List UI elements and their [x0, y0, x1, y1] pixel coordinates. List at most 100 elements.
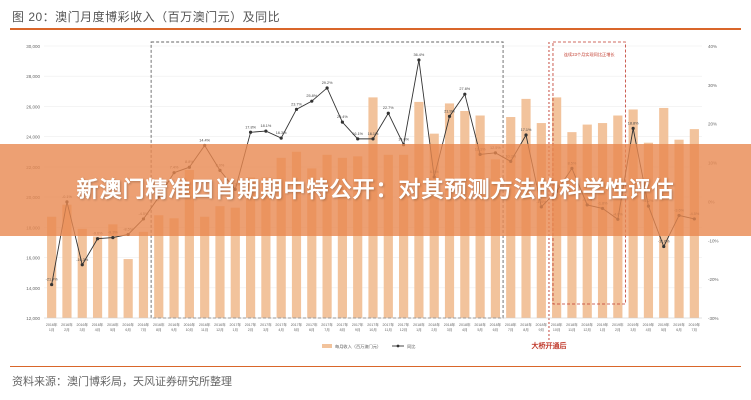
x-tick-month-label: 1月	[49, 327, 55, 332]
x-tick-year-label: 2019年	[643, 322, 655, 327]
revenue-bar	[200, 216, 210, 318]
source-note: 资料来源：澳门博彩局，天风证券研究所整理	[12, 376, 232, 388]
x-tick-year-label: 2017年	[398, 322, 410, 327]
x-tick-month-label: 4月	[95, 327, 101, 332]
x-tick-year-label: 2018年	[444, 322, 456, 327]
x-tick-month-label: 12月	[216, 327, 224, 332]
legend-label-revenue: 每月收入（百万澳门元）	[335, 343, 381, 350]
x-tick-year-label: 2019年	[673, 322, 685, 327]
axes: 12,00014,00016,00018,00020,00022,00024,0…	[26, 44, 718, 332]
y-right-tick-label: 20%	[708, 122, 717, 127]
revenue-bar	[123, 259, 133, 318]
x-tick-year-label: 2017年	[321, 322, 333, 327]
x-tick-month-label: 6月	[125, 327, 131, 332]
yoy-point	[264, 129, 268, 133]
x-tick-year-label: 2017年	[229, 322, 241, 327]
x-tick-month-label: 12月	[583, 327, 591, 332]
x-tick-year-label: 2018年	[520, 322, 532, 327]
revenue-bar	[307, 168, 317, 318]
headline-text: 新澳门精准四肖期期中特公开：对其预测方法的科学性评估	[76, 177, 675, 202]
x-tick-month-label: 2月	[248, 327, 254, 332]
y-right-tick-label: -20%	[708, 277, 719, 282]
legend: 每月收入（百万澳门元） 同比	[322, 343, 415, 350]
x-tick-year-label: 2017年	[275, 322, 287, 327]
y-left-tick-label: 28,000	[26, 74, 40, 79]
x-tick-month-label: 6月	[676, 327, 682, 332]
x-tick-year-label: 2018年	[413, 322, 425, 327]
x-tick-month-label: 4月	[646, 327, 652, 332]
x-tick-month-label: 9月	[171, 327, 177, 332]
x-tick-year-label: 2017年	[245, 322, 257, 327]
x-tick-year-label: 2019年	[627, 322, 639, 327]
x-tick-year-label: 2018年	[459, 322, 471, 327]
yoy-data-label: 18.8%	[628, 121, 639, 125]
x-tick-month-label: 3月	[263, 327, 269, 332]
x-tick-month-label: 3月	[447, 327, 453, 332]
yoy-data-label: -16.3%	[76, 258, 89, 262]
x-tick-month-label: 8月	[523, 327, 529, 332]
yoy-data-label: 22.7%	[383, 106, 394, 110]
x-tick-year-label: 2016年	[214, 322, 226, 327]
revenue-bar	[47, 216, 57, 318]
x-tick-month-label: 2月	[431, 327, 437, 332]
x-tick-month-label: 7月	[141, 327, 147, 332]
x-tick-month-label: 1月	[600, 327, 606, 332]
x-tick-year-label: 2018年	[581, 322, 593, 327]
x-tick-year-label: 2019年	[689, 322, 701, 327]
x-tick-month-label: 5月	[110, 327, 116, 332]
legend-label-yoy: 同比	[407, 343, 415, 350]
y-right-tick-label: -30%	[708, 316, 719, 321]
revenue-bar	[245, 177, 256, 318]
x-tick-month-label: 10月	[369, 327, 377, 332]
x-tick-year-label: 2016年	[107, 322, 119, 327]
x-tick-year-label: 2016年	[138, 322, 150, 327]
revenue-bar	[77, 228, 87, 318]
x-tick-month-label: 11月	[568, 327, 575, 332]
x-tick-month-label: 11月	[385, 327, 392, 332]
event-label: 大桥开通后	[531, 341, 566, 350]
yoy-point	[524, 133, 528, 137]
yoy-data-label: -21.4%	[46, 278, 59, 282]
yoy-point	[95, 237, 100, 241]
x-tick-month-label: 5月	[661, 327, 667, 332]
x-tick-year-label: 2018年	[551, 322, 563, 327]
x-tick-month-label: 8月	[156, 327, 162, 332]
revenue-bar	[215, 206, 225, 318]
revenue-bar	[276, 157, 286, 318]
x-tick-year-label: 2016年	[122, 322, 134, 327]
y-left-tick-label: 26,000	[26, 104, 40, 109]
x-tick-year-label: 2016年	[184, 322, 196, 327]
yoy-point	[310, 99, 314, 103]
yoy-data-label: 17.8%	[245, 125, 256, 129]
revenue-bar	[169, 218, 179, 318]
x-tick-year-label: 2017年	[367, 322, 379, 327]
x-tick-year-label: 2017年	[352, 322, 364, 327]
y-left-tick-label: 12,000	[26, 316, 40, 321]
yoy-point	[294, 107, 299, 111]
x-tick-year-label: 2019年	[612, 322, 624, 327]
yoy-point	[417, 58, 421, 62]
revenue-bar	[184, 169, 194, 318]
yoy-data-label: 23.7%	[291, 102, 302, 106]
x-tick-year-label: 2016年	[76, 322, 88, 327]
x-tick-year-label: 2018年	[505, 322, 517, 327]
y-left-tick-label: 30,000	[26, 44, 40, 49]
legend-swatch-revenue	[322, 344, 332, 348]
yoy-data-label: 14.4%	[199, 138, 210, 142]
yoy-data-label: 16.3%	[276, 131, 287, 135]
yoy-point	[279, 136, 283, 140]
revenue-bar	[154, 215, 164, 318]
revenue-bar	[138, 231, 149, 318]
yoy-data-label: 16.1%	[368, 132, 379, 136]
x-tick-year-label: 2018年	[490, 322, 502, 327]
x-tick-month-label: 7月	[508, 327, 514, 332]
yoy-point	[111, 235, 115, 240]
footer-divider	[10, 366, 741, 367]
x-tick-year-label: 2019年	[597, 322, 609, 327]
yoy-point	[340, 120, 344, 124]
yoy-point	[447, 114, 452, 118]
revenue-bar	[322, 154, 332, 318]
x-tick-year-label: 2019年	[658, 322, 670, 327]
yoy-point	[80, 263, 84, 267]
x-tick-month-label: 4月	[462, 327, 468, 332]
